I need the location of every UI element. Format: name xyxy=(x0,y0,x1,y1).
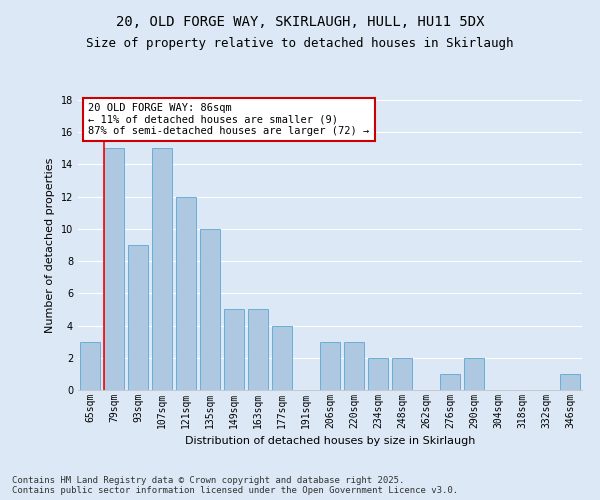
Text: Contains HM Land Registry data © Crown copyright and database right 2025.
Contai: Contains HM Land Registry data © Crown c… xyxy=(12,476,458,495)
X-axis label: Distribution of detached houses by size in Skirlaugh: Distribution of detached houses by size … xyxy=(185,436,475,446)
Bar xyxy=(104,148,124,390)
Bar xyxy=(176,196,196,390)
Bar xyxy=(80,342,100,390)
Bar xyxy=(248,310,268,390)
Bar xyxy=(200,229,220,390)
Bar xyxy=(464,358,484,390)
Bar xyxy=(152,148,172,390)
Bar xyxy=(344,342,364,390)
Text: 20, OLD FORGE WAY, SKIRLAUGH, HULL, HU11 5DX: 20, OLD FORGE WAY, SKIRLAUGH, HULL, HU11… xyxy=(116,15,484,29)
Bar xyxy=(320,342,340,390)
Text: Size of property relative to detached houses in Skirlaugh: Size of property relative to detached ho… xyxy=(86,38,514,51)
Bar xyxy=(224,310,244,390)
Y-axis label: Number of detached properties: Number of detached properties xyxy=(45,158,55,332)
Bar xyxy=(560,374,580,390)
Bar xyxy=(392,358,412,390)
Text: 20 OLD FORGE WAY: 86sqm
← 11% of detached houses are smaller (9)
87% of semi-det: 20 OLD FORGE WAY: 86sqm ← 11% of detache… xyxy=(88,103,370,136)
Bar xyxy=(440,374,460,390)
Bar xyxy=(272,326,292,390)
Bar xyxy=(128,245,148,390)
Bar xyxy=(368,358,388,390)
